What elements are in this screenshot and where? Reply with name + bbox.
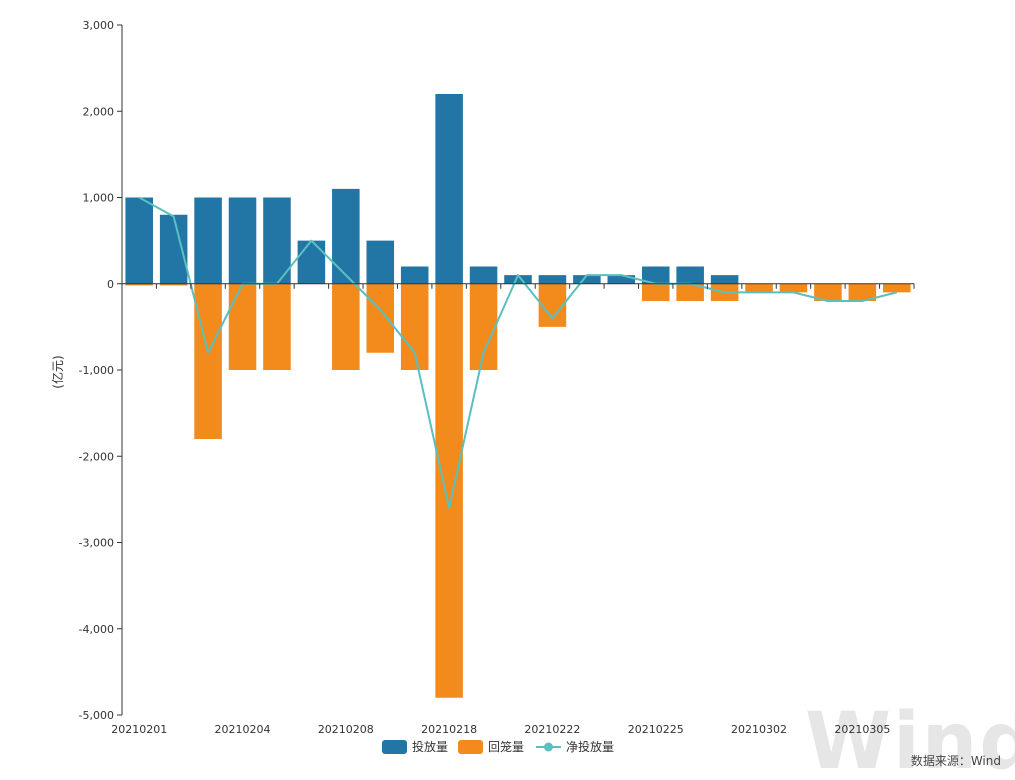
x-tick-label: 20210208 [318,723,374,736]
bar-回笼量-20210209 [366,283,395,353]
bar-投放量-20210218 [435,94,463,284]
axes-layer: 3,000 2,000 1,000 0 -1,000 -2,000 -3,000 -4,000… [79,19,915,736]
legend-label: 投放量 [412,739,448,754]
y-tick-label: -4,000 [79,623,114,636]
x-tick-label: 20210225 [628,723,684,736]
bar-投放量-20210301 [710,275,739,284]
bar-投放量-20210202 [159,214,188,284]
legend-label: 净投放量 [566,739,614,754]
bar-回笼量-20210303 [779,283,808,293]
bar-回笼量-20210302 [745,283,773,293]
bar-投放量-20210220 [504,275,532,284]
y-tick-label: 1,000 [83,192,115,205]
bar-回笼量-20210208 [332,283,360,370]
x-tick-label: 20210222 [524,723,580,736]
bar-投放量-20210207 [297,240,326,284]
bar-投放量-20210209 [366,240,395,284]
watermark: Wind [805,697,1015,780]
legend: 投放量 回笼量 净投放量 [382,739,614,754]
y-tick-label: 3,000 [83,19,115,32]
y-tick-label: 0 [107,278,114,291]
y-tick-label: 2,000 [83,105,115,118]
legend-item-净投放量: 净投放量 [536,739,614,754]
source-note: 数据来源：Wind [911,753,1001,768]
bar-投放量-20210219 [469,266,498,284]
bar-回笼量-20210202 [159,283,188,286]
bar-回笼量-20210201 [125,283,153,286]
y-tick-label: -5,000 [79,709,114,722]
bar-投放量-20210223 [573,275,601,284]
bar-回笼量-20210305 [848,283,877,301]
bar-回笼量-20210304 [814,283,842,301]
bar-投放量-20210222 [538,275,567,284]
bar-回笼量-20210225 [641,283,670,301]
legend-label: 回笼量 [488,739,524,754]
bar-投放量-20210201 [125,197,153,284]
x-tick-label: 20210218 [421,723,477,736]
bar-回笼量-20210205 [263,283,291,370]
x-tick-label: 20210305 [834,723,890,736]
x-tick-label: 20210302 [731,723,787,736]
legend-swatch [458,740,483,754]
bar-投放量-20210226 [676,266,704,284]
y-ticks: 3,000 2,000 1,000 0 -1,000 -2,000 -3,000 -4,000… [79,19,122,722]
legend-item-投放量: 投放量 [382,739,448,754]
bar-回笼量-20210226 [676,283,704,301]
x-tick-label: 20210204 [215,723,271,736]
legend-swatch [382,740,407,754]
legend-item-回笼量: 回笼量 [458,739,524,754]
bar-投放量-20210205 [263,197,291,284]
x-tick-label: 20210201 [111,723,167,736]
bar-投放量-20210208 [332,188,360,284]
legend-marker [544,742,553,752]
bar-投放量-20210204 [228,197,257,284]
bar-回笼量-20210203 [194,283,222,439]
bar-回笼量-20210204 [228,283,257,370]
bars-layer [125,94,911,698]
bar-投放量-20210224 [607,275,636,284]
y-tick-label: -1,000 [79,364,114,377]
bar-回笼量-20210218 [435,283,463,698]
bar-投放量-20210203 [194,197,222,284]
y-tick-label: -3,000 [79,537,114,550]
bar-回笼量-20210308 [883,283,911,293]
bar-投放量-20210210 [400,266,429,284]
y-tick-label: -2,000 [79,450,114,463]
bar-投放量-20210225 [641,266,670,284]
x-ticks: 20210201 20210204 20210208 20210218 20210222… [111,283,915,736]
y-axis-label: (亿元) [50,355,65,388]
